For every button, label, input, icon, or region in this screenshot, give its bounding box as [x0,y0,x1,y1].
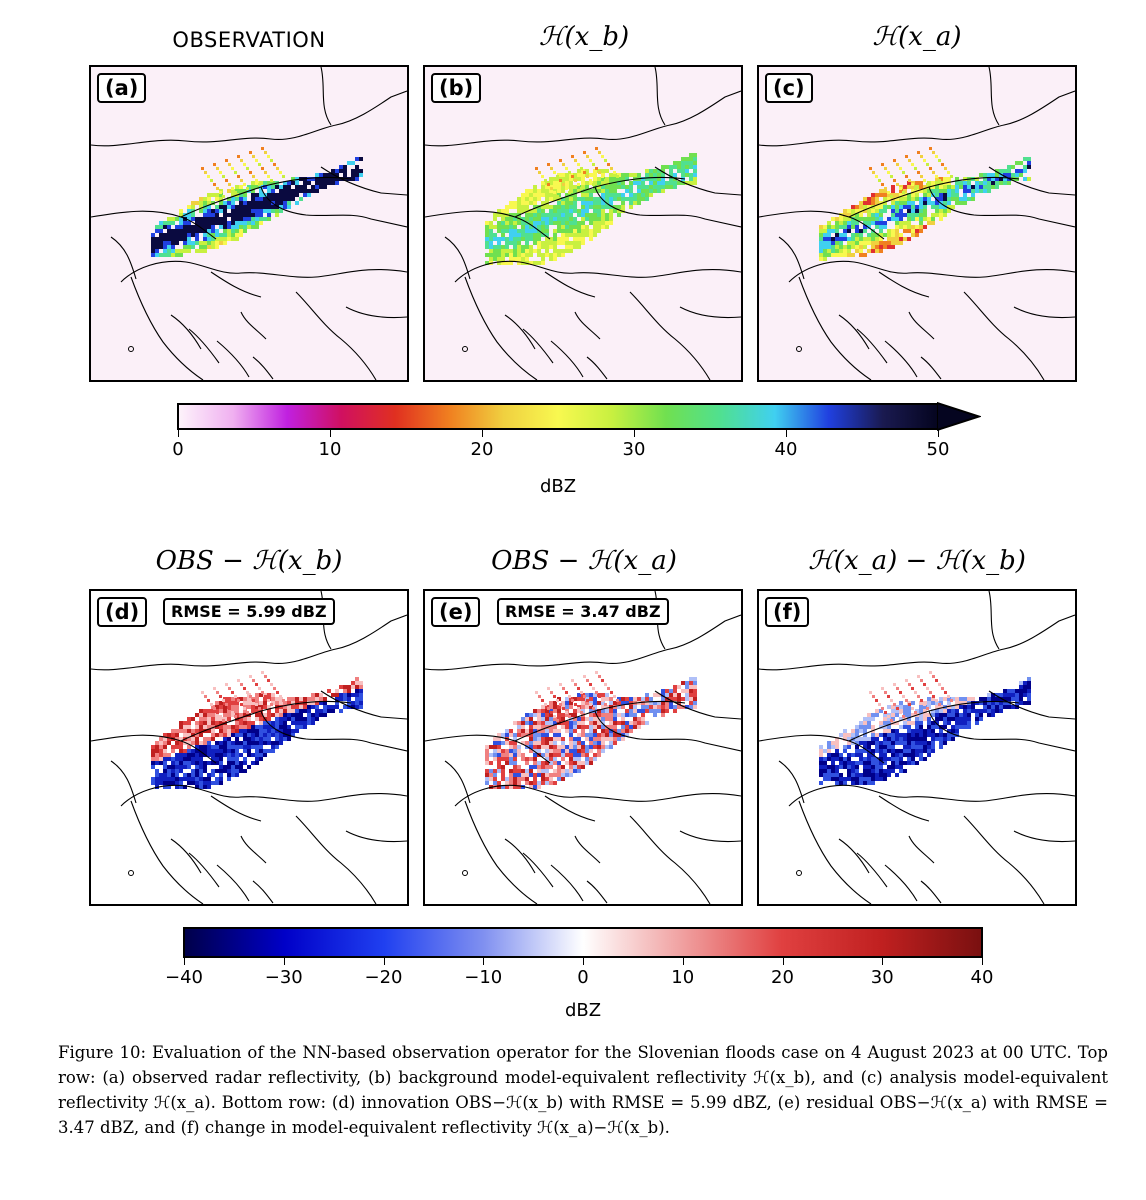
colorbar-tick-mark [882,958,884,965]
colorbar-tick-mark [482,430,483,437]
colorbar-tick-mark [283,958,285,965]
map-a [91,67,407,380]
colorbar-tick-label: −40 [165,967,203,988]
colorbar-tick-label: −20 [364,967,403,988]
panel-a: (a) [89,65,409,382]
colorbar-tick-mark [982,958,983,965]
map-e [425,591,741,904]
title-h-xa: ℋ(x_a) [872,22,962,52]
colorbar-tick-label: 0 [577,967,589,988]
panel-label-a: (a) [97,73,147,103]
colorbar-tick-mark [786,430,787,437]
colorbar-tick-label: 10 [318,439,342,460]
title-innovation: OBS − ℋ(x_b) [155,546,343,576]
map-c [759,67,1075,380]
panel-label-f: (f) [765,597,810,627]
rmse-badge-d: RMSE = 5.99 dBZ [163,598,335,625]
figure-caption: Figure 10: Evaluation of the NN-based ob… [58,1043,1108,1137]
map-f [759,591,1075,904]
colorbar-tick-mark [583,958,584,965]
colorbar-top-label: dBZ [539,476,577,497]
colorbar-tick-mark [682,958,684,965]
title-residual: OBS − ℋ(x_a) [491,546,677,576]
map-d [91,591,407,904]
panel-d: (d) RMSE = 5.99 dBZ [89,589,409,906]
colorbar-tick-mark [178,430,179,437]
colorbar-tick-label: −10 [464,967,503,988]
colorbar-tick-mark [483,958,485,965]
colorbar-tick-mark [330,430,331,437]
colorbar-tick-mark [383,958,385,965]
title-observation: OBSERVATION [172,28,326,52]
colorbar-tick-label: 20 [771,967,794,988]
panel-label-b: (b) [431,73,482,103]
colorbar-tick-label: 10 [671,967,695,988]
colorbar-tick-mark [184,958,185,965]
panel-label-c: (c) [765,73,813,103]
panel-b: (b) [423,65,743,382]
colorbar-tick-label: 40 [970,967,994,988]
panel-label-e: (e) [431,597,481,627]
colorbar-tick-label: 0 [172,439,184,460]
title-increment: ℋ(x_a) − ℋ(x_b) [808,546,1026,576]
colorbar-tick-mark [634,430,635,437]
panel-c: (c) [757,65,1077,382]
colorbar-tick-label: 30 [870,967,894,988]
rmse-badge-e: RMSE = 3.47 dBZ [497,598,669,625]
panel-label-d: (d) [97,597,148,627]
colorbar-extend-arrow [937,402,981,431]
colorbar-tick-label: 30 [622,439,646,460]
map-b [425,67,741,380]
panel-f: (f) [757,589,1077,906]
colorbar-tick-label: 40 [774,439,798,460]
colorbar-tick-label: 50 [926,439,950,460]
colorbar-tick-label: −30 [264,967,303,988]
title-h-xb: ℋ(x_b) [538,22,630,52]
colorbar-bottom-label: dBZ [564,1000,602,1021]
colorbar-tick-label: 20 [470,439,494,460]
colorbar-tick-mark [782,958,784,965]
panel-e: (e) RMSE = 3.47 dBZ [423,589,743,906]
colorbar-tick-mark [938,430,939,437]
